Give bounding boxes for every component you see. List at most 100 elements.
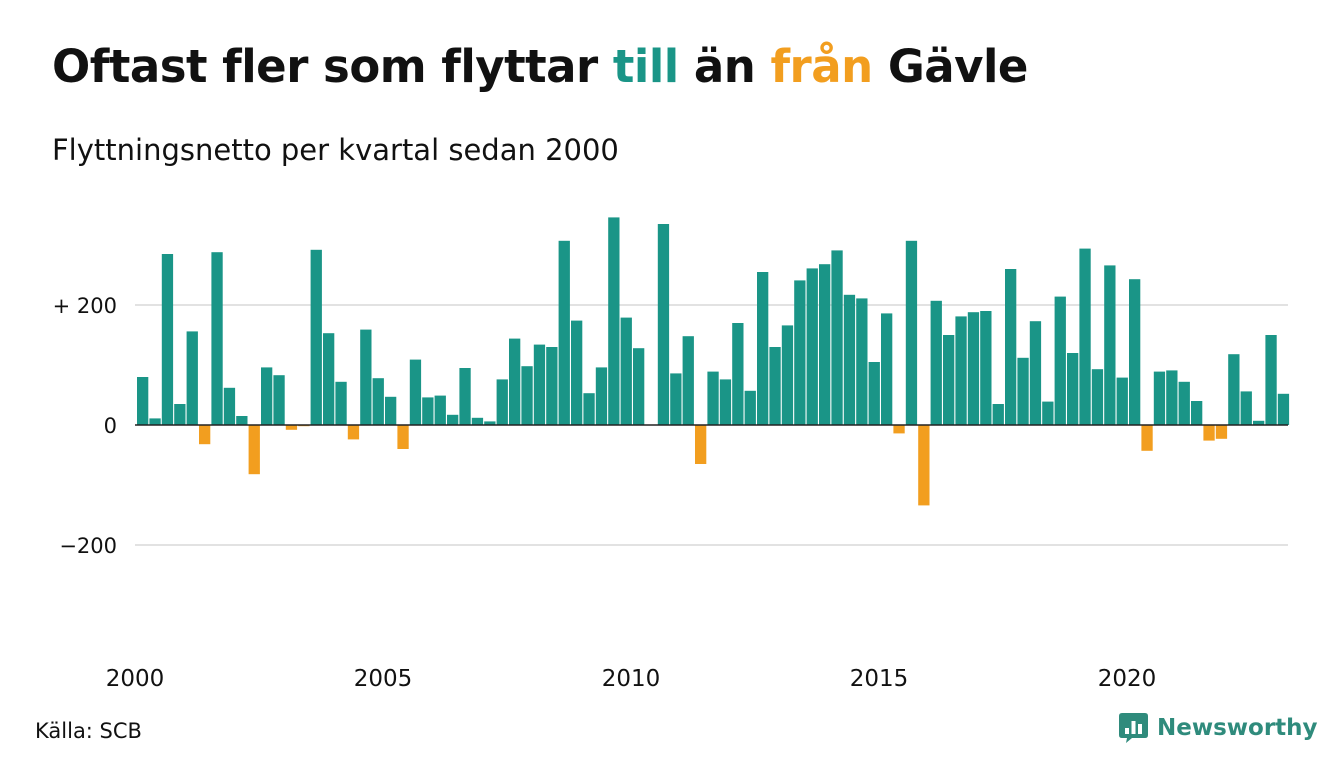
bar (558, 240, 570, 425)
bar (980, 311, 992, 425)
bar (893, 425, 905, 434)
bar (583, 393, 595, 425)
x-tick-label: 2005 (354, 666, 413, 692)
bar (1104, 265, 1116, 425)
bar (856, 298, 868, 425)
bar (434, 395, 446, 425)
bar (1215, 425, 1228, 439)
bar (657, 224, 670, 425)
x-tick-label: 2015 (850, 666, 909, 692)
bar (732, 323, 744, 425)
chart-subtitle: Flyttningsnetto per kvartal sedan 2000 (52, 133, 619, 167)
newsworthy-chart-bubble-icon (1119, 713, 1148, 743)
bar (1116, 377, 1128, 425)
bar (819, 264, 831, 425)
bar (261, 367, 273, 425)
bar (769, 347, 781, 425)
bar (744, 390, 756, 425)
bar (459, 368, 471, 425)
bar (149, 418, 161, 425)
y-tick-label: 0 (104, 414, 117, 438)
bar (199, 425, 211, 445)
x-tick-label: 2010 (602, 666, 661, 692)
bar (1265, 335, 1277, 425)
bar (546, 347, 558, 425)
chart-title: Oftast fler som flyttar till än från Gäv… (52, 40, 1028, 93)
bar (323, 333, 335, 425)
bar (1191, 401, 1203, 425)
bar (137, 377, 149, 425)
bar (347, 425, 360, 440)
bar (409, 359, 422, 425)
bar (1153, 371, 1166, 425)
bar (1166, 370, 1178, 425)
y-axis: + 200 0 −200 (53, 294, 117, 558)
bar (905, 240, 918, 425)
bar (1141, 425, 1153, 451)
bar (868, 362, 880, 425)
bar (757, 272, 769, 425)
title-highlight-till: till (612, 40, 679, 93)
bar (310, 249, 322, 425)
bar (620, 317, 632, 425)
brand-name: Newsworthy (1157, 715, 1318, 741)
bars (135, 217, 1290, 506)
bar (1178, 381, 1190, 425)
y-tick-label: + 200 (53, 294, 117, 318)
y-tick-label: −200 (59, 534, 117, 558)
bar (595, 367, 608, 425)
bar (1005, 269, 1017, 425)
bar (1067, 353, 1079, 425)
bar (273, 375, 285, 425)
bar (794, 280, 806, 425)
bar (955, 316, 967, 425)
bar (1029, 321, 1042, 425)
bar (397, 425, 409, 449)
bar (223, 387, 236, 425)
bar (918, 425, 930, 506)
bar (608, 217, 620, 425)
bar (633, 348, 645, 425)
x-tick-label: 2020 (1098, 666, 1157, 692)
bar (1203, 425, 1215, 441)
bar (248, 425, 260, 475)
bar (1042, 401, 1054, 425)
gridlines (135, 304, 1288, 546)
bar (236, 416, 248, 425)
bar (967, 312, 980, 425)
bar (1054, 296, 1066, 425)
bar (211, 252, 223, 425)
brand-logo: Newsworthy (1118, 712, 1318, 744)
bar (521, 366, 533, 425)
title-post: Gävle (887, 40, 1029, 93)
x-tick-label: 2000 (106, 666, 165, 692)
x-axis: 2000 2005 2010 2015 2020 (106, 666, 1157, 692)
bar (1228, 354, 1240, 425)
bar (496, 379, 508, 425)
source-note: Källa: SCB (35, 719, 142, 743)
bar (447, 414, 459, 425)
bar (484, 421, 496, 425)
bar (831, 250, 843, 425)
bar (571, 320, 583, 425)
title-highlight-fran: från (770, 40, 873, 93)
bar (533, 344, 546, 425)
bar (1091, 369, 1104, 425)
bar (285, 425, 298, 430)
bar (174, 404, 186, 425)
title-pre: Oftast fler som flyttar (52, 40, 598, 93)
bar (943, 335, 955, 425)
bar (335, 381, 347, 425)
bar (360, 329, 372, 425)
bar (186, 331, 198, 425)
bar (1253, 420, 1265, 425)
bar (422, 397, 434, 425)
bar (385, 396, 397, 425)
bar (781, 325, 794, 425)
bar (682, 336, 694, 425)
bar (1277, 393, 1290, 425)
bar (881, 313, 893, 425)
bar (719, 379, 732, 425)
bar (670, 373, 682, 425)
